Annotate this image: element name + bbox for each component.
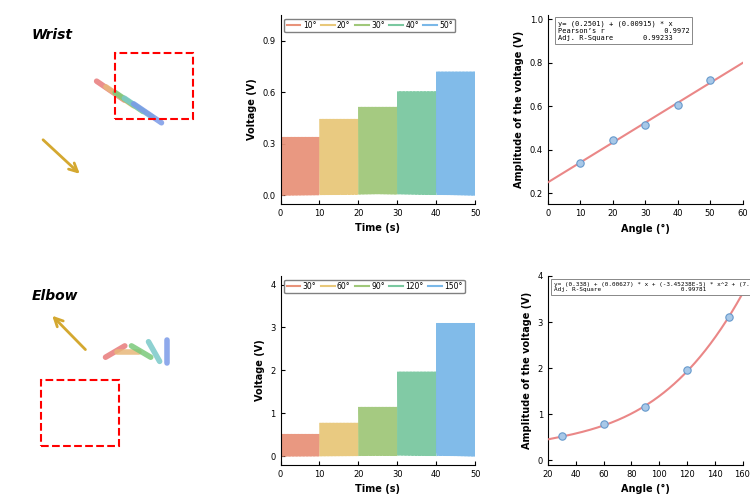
Point xyxy=(598,420,610,428)
X-axis label: Time (s): Time (s) xyxy=(356,224,401,234)
Point xyxy=(639,121,651,129)
Y-axis label: Voltage (V): Voltage (V) xyxy=(255,340,265,402)
Y-axis label: Amplitude of the voltage (V): Amplitude of the voltage (V) xyxy=(522,292,532,449)
Point xyxy=(574,159,586,167)
Point xyxy=(607,136,619,144)
Point xyxy=(722,314,734,322)
Y-axis label: Voltage (V): Voltage (V) xyxy=(247,78,257,140)
Point xyxy=(704,76,716,84)
Legend: 10°, 20°, 30°, 40°, 50°: 10°, 20°, 30°, 40°, 50° xyxy=(284,19,455,32)
Text: y= (0.2501) + (0.00915) * x
Pearson’s r              0.9972
Adj. R-Square       : y= (0.2501) + (0.00915) * x Pearson’s r … xyxy=(558,20,689,41)
Point xyxy=(639,404,651,411)
Point xyxy=(672,101,684,109)
Text: Elbow: Elbow xyxy=(32,289,78,303)
X-axis label: Angle (°): Angle (°) xyxy=(621,224,670,234)
X-axis label: Time (s): Time (s) xyxy=(356,484,401,494)
Point xyxy=(556,432,568,440)
Y-axis label: Amplitude of the voltage (V): Amplitude of the voltage (V) xyxy=(514,31,524,188)
Text: y= (0.338) + (0.00627) * x + (-3.45238E-5) * x^2 + (7.71605E-7) * x^3
Adj. R-Squ: y= (0.338) + (0.00627) * x + (-3.45238E-… xyxy=(554,282,750,292)
Text: Wrist: Wrist xyxy=(32,28,73,42)
Point xyxy=(681,366,693,374)
Legend: 30°, 60°, 90°, 120°, 150°: 30°, 60°, 90°, 120°, 150° xyxy=(284,280,465,293)
X-axis label: Angle (°): Angle (°) xyxy=(621,484,670,494)
